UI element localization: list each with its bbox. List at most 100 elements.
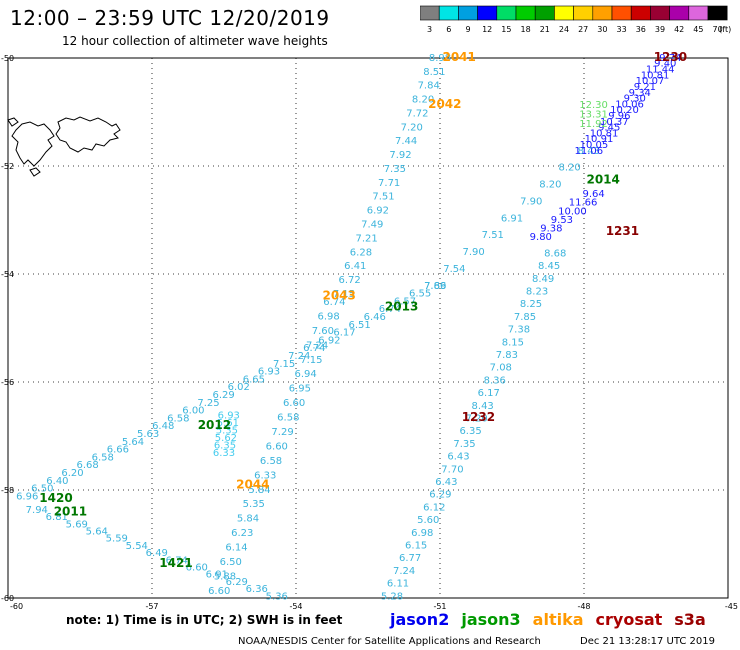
wave-height-value: 6.00 [182, 406, 204, 417]
wave-height-value: 6.14 [225, 543, 247, 554]
wave-height-value: 7.38 [508, 325, 530, 336]
wave-height-value: 11.44 [646, 65, 675, 76]
colorbar-tick-label: 27 [578, 25, 588, 34]
wave-height-value: 6.23 [231, 528, 253, 539]
wave-height-value: 9.53 [551, 215, 573, 226]
wave-height-value: 5.35 [216, 426, 238, 437]
wave-height-value: 7.15 [273, 359, 295, 370]
wave-height-value: 6.66 [107, 445, 129, 456]
wave-height-value: 12.30 [579, 100, 608, 111]
wave-height-value: 5.54 [126, 541, 148, 552]
wave-height-value: 6.72 [339, 275, 361, 286]
wave-height-value: 5.64 [122, 437, 144, 448]
wave-height-value: 6.92 [367, 206, 389, 217]
wave-height-value: 6.74 [303, 343, 325, 354]
wave-height-value: 5.62 [215, 433, 237, 444]
y-tick-label: -60 [1, 594, 14, 603]
wave-height-value: 7.84 [418, 81, 440, 92]
wave-height-value: 6.36 [246, 584, 268, 595]
page-title: 12:00 – 23:59 UTC 12/20/2019 [10, 6, 330, 30]
wave-height-value: 8.25 [520, 299, 542, 310]
wave-height-value: 6.12 [423, 502, 445, 513]
wave-height-value: 6.17 [333, 328, 355, 339]
wave-height-value: 6.58 [260, 456, 282, 467]
wave-height-value: 6.49 [146, 548, 168, 559]
wave-height-value: 6.96 [16, 491, 38, 502]
pass-label: 1230 [654, 50, 687, 64]
wave-height-value: 6.28 [350, 247, 372, 258]
map-frame [7, 57, 729, 599]
wave-height-value: 9.45 [598, 123, 620, 134]
wave-height-value: 11.92 [579, 119, 608, 130]
wave-height-value: 8.68 [544, 248, 566, 259]
pass-label: 1231 [606, 224, 639, 238]
wave-height-value: 7.49 [361, 219, 383, 230]
legend-s3a: s3a [674, 610, 706, 629]
colorbar-tick-label: 45 [693, 25, 703, 34]
falkland-islands-landmass [7, 116, 121, 177]
wave-height-value: 10.00 [558, 206, 587, 217]
wave-height-value: 6.77 [399, 553, 421, 564]
wave-height-value: 5.63 [137, 429, 159, 440]
wave-height-value: 5.60 [417, 515, 439, 526]
wave-height-value: 6.81 [46, 512, 68, 523]
pass-label: 2044 [236, 478, 269, 492]
color-scale-bar: 3 6 9 12 15 18 21 24 27 30 33 36 39 42 45 70(ft) [420, 5, 731, 34]
wave-height-value: 10.20 [610, 105, 639, 116]
wave-height-value: 6.48 [152, 421, 174, 432]
wave-height-value: 9.74 [659, 53, 681, 64]
legend-jason2: jason2 [390, 610, 450, 629]
wave-height-value: 9.21 [634, 82, 656, 93]
wave-height-value: 6.43 [447, 452, 469, 463]
pass-label: 2043 [322, 289, 355, 303]
wave-height-value: 7.83 [496, 350, 518, 361]
wave-height-value: 6.74 [166, 555, 188, 566]
wave-height-value: 7.90 [520, 196, 542, 207]
wave-height-value: 6.98 [318, 311, 340, 322]
wave-height-value: 6.33 [213, 448, 235, 459]
wave-height-value: 6.02 [228, 382, 250, 393]
wave-height-value: 6.58 [277, 413, 299, 424]
y-tick-label: -54 [1, 270, 14, 279]
wave-height-value: 7.24 [288, 351, 310, 362]
satellite-legend: jason2 jason3 altika cryosat s3a [390, 610, 718, 629]
wave-height-value: 11.66 [569, 198, 598, 209]
wave-height-value: 6.43 [435, 477, 457, 488]
wave-height-value: 5.28 [381, 591, 403, 602]
wave-height-value: 7.54 [443, 264, 465, 275]
wave-height-value: 7.94 [26, 505, 48, 516]
wave-height-value: 6.46 [364, 312, 386, 323]
wave-height-value: 9.96 [608, 111, 630, 122]
wave-height-value: 7.35 [384, 164, 406, 175]
wave-height-value: 6.65 [243, 374, 265, 385]
wave-height-value: 7.24 [393, 566, 415, 577]
wave-height-value: 7.20 [401, 122, 423, 133]
wave-height-value: 6.58 [92, 452, 114, 463]
x-tick-label: -54 [289, 602, 302, 611]
legend-jason3: jason3 [461, 610, 521, 629]
legend-altika: altika [532, 610, 584, 629]
wave-height-value: 6.50 [220, 557, 242, 568]
wave-height-value: 6.92 [318, 335, 340, 346]
wave-height-value: 10.05 [580, 140, 609, 151]
x-tick-label: -48 [577, 602, 590, 611]
wave-height-value: 5.61 [217, 418, 239, 429]
wave-height-value: 8.45 [538, 261, 560, 272]
wave-height-value: 5.84 [248, 485, 270, 496]
pass-label: 2014 [586, 173, 619, 187]
wave-height-value: 6.15 [405, 541, 427, 552]
wave-height-value: 10.07 [636, 76, 665, 87]
pass-label: 2012 [198, 418, 231, 432]
wave-height-value: 7.15 [300, 355, 322, 366]
footer-date: Dec 21 13:28:17 UTC 2019 [580, 636, 715, 647]
legend-cryosat: cryosat [595, 610, 663, 629]
wave-height-value: 8.15 [502, 337, 524, 348]
wave-height-value: 10.06 [615, 99, 644, 110]
pass-label: 1420 [39, 491, 72, 505]
footer-credit: NOAA/NESDIS Center for Satellite Applica… [238, 636, 541, 647]
colorbar-tick-label: 36 [636, 25, 646, 34]
x-tick-label: -57 [145, 602, 158, 611]
wave-height-value: 6.51 [349, 320, 371, 331]
wave-height-value: 5.35 [243, 499, 265, 510]
wave-height-value: 7.71 [378, 178, 400, 189]
